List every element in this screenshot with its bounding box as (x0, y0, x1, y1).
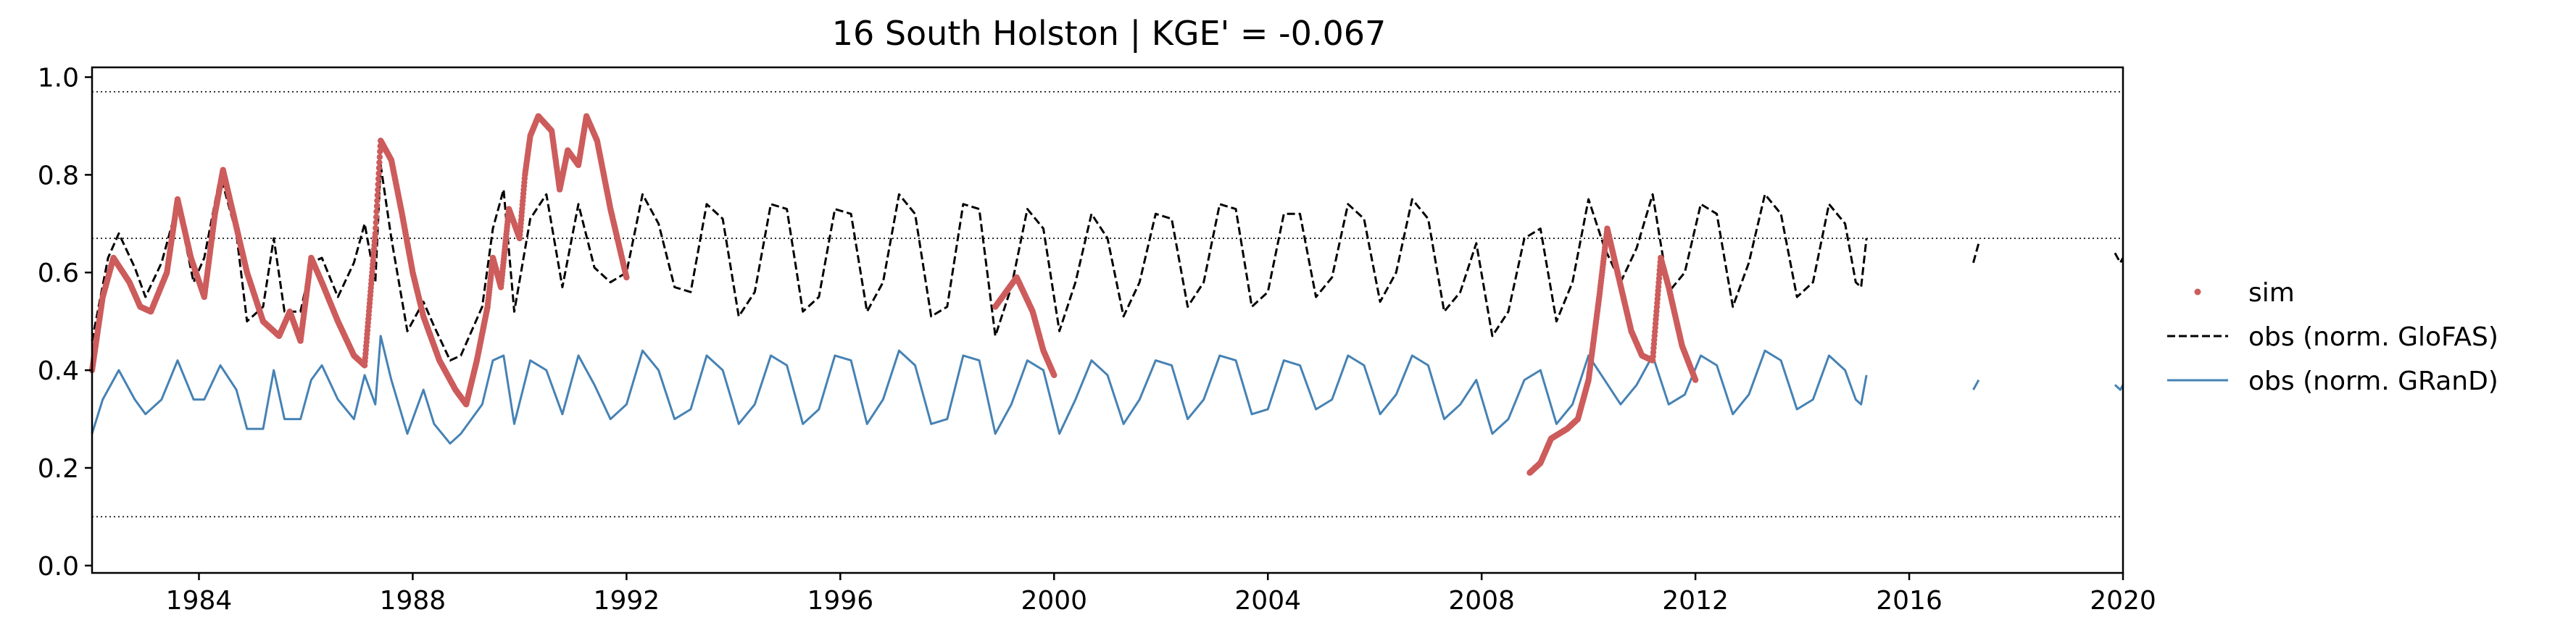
series-sim (88, 113, 1699, 476)
sim-point (373, 208, 380, 215)
sim-point (1692, 377, 1699, 383)
sim-point (372, 230, 378, 237)
y-tick-label: 0.0 (38, 552, 79, 582)
x-tick-label: 2020 (2090, 586, 2156, 616)
series-line-obs-norm-glofas (2114, 252, 2124, 264)
legend-marker-sim (2194, 288, 2201, 296)
sim-point (373, 225, 379, 231)
series-line-obs-norm-glofas (1972, 243, 1980, 264)
x-tick-label: 1996 (807, 586, 874, 616)
sim-point (375, 175, 382, 183)
axes-frame (91, 66, 2124, 574)
sim-point (375, 164, 383, 171)
x-tick-label: 2008 (1448, 586, 1515, 616)
legend-label: obs (norm. GloFAS) (2248, 322, 2498, 352)
series-obs-norm-grand (91, 335, 2124, 445)
y-tick-label: 0.2 (38, 454, 79, 484)
x-axis: 1984 1988 1992 1996 2000 2004 2008 2012 2016 2020 (166, 573, 2156, 616)
x-tick-label: 2000 (1021, 586, 1087, 616)
y-tick-label: 0.4 (38, 356, 79, 386)
series-line-obs-norm-grand (1972, 379, 1980, 390)
sim-point (374, 192, 381, 198)
sim-point (376, 159, 383, 166)
y-tick-label: 0.8 (38, 161, 79, 190)
legend-label: obs (norm. GRanD) (2248, 366, 2498, 396)
legend-label: sim (2248, 278, 2295, 308)
plot-series (88, 113, 2124, 476)
sim-point (375, 186, 381, 193)
x-tick-label: 2012 (1662, 586, 1729, 616)
x-tick-label: 1988 (380, 586, 446, 616)
sim-point (375, 181, 381, 188)
sim-point (377, 148, 383, 155)
series-line-obs-norm-grand (2114, 384, 2124, 391)
sim-point (375, 170, 382, 177)
reference-lines (92, 91, 2123, 518)
x-tick-label: 2016 (1876, 586, 1943, 616)
y-tick-label: 1.0 (38, 63, 79, 93)
y-axis: 0.0 0.2 0.4 0.6 0.8 1.0 (38, 63, 92, 582)
x-tick-label: 1984 (166, 586, 233, 616)
sim-point (1051, 372, 1058, 379)
chart-title: 16 South Holston | KGE' = -0.067 (832, 14, 1387, 54)
sim-point (623, 274, 630, 281)
x-tick-label: 2004 (1234, 586, 1301, 616)
series-line-obs-norm-grand (91, 335, 1868, 445)
y-tick-label: 0.6 (38, 259, 79, 288)
sim-point (373, 214, 380, 220)
sim-point (376, 154, 383, 160)
legend: sim obs (norm. GloFAS) obs (norm. GRanD) (2167, 278, 2498, 396)
series-line-obs-norm-glofas (91, 164, 1868, 362)
sim-point (374, 197, 381, 204)
sim-point (373, 219, 379, 226)
sim-point (373, 203, 381, 209)
x-tick-label: 1992 (594, 586, 660, 616)
